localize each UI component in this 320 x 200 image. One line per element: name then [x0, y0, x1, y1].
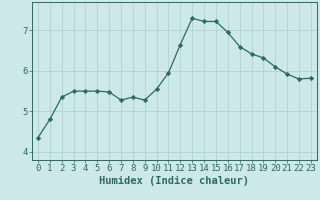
X-axis label: Humidex (Indice chaleur): Humidex (Indice chaleur) — [100, 176, 249, 186]
